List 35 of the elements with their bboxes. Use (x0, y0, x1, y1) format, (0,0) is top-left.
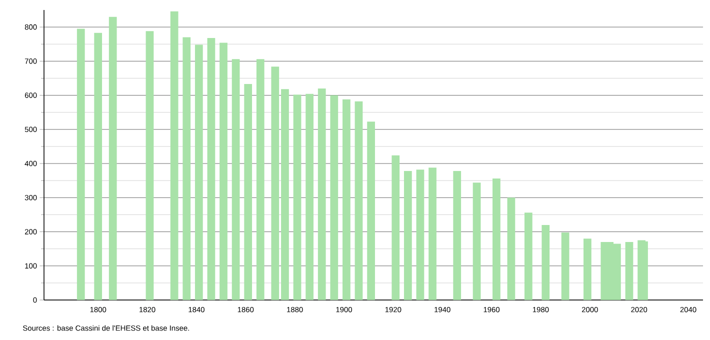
bar (561, 232, 570, 300)
bar (146, 31, 154, 300)
bar (76, 28, 85, 300)
bar (354, 101, 363, 300)
bar (330, 95, 338, 300)
bar (472, 182, 481, 300)
bar (194, 44, 203, 300)
bar (507, 198, 516, 300)
bar (392, 155, 400, 300)
bar (207, 38, 216, 300)
bar (404, 171, 412, 300)
bar (318, 88, 326, 300)
bar (281, 89, 289, 300)
bar (220, 42, 228, 300)
bar (625, 242, 634, 300)
bar (492, 178, 500, 300)
bar (453, 171, 462, 300)
bar (293, 94, 302, 300)
bar (94, 32, 102, 300)
bar (170, 11, 178, 300)
bar (108, 16, 117, 300)
bar (638, 240, 646, 300)
bar (524, 212, 532, 300)
bar (584, 238, 592, 300)
bar (428, 168, 436, 300)
bar (342, 99, 350, 300)
bar (182, 37, 191, 300)
bar (244, 84, 252, 300)
bar (306, 94, 314, 300)
bar (256, 59, 264, 300)
bar (416, 170, 424, 300)
bar (232, 59, 240, 300)
bar (367, 122, 375, 300)
bar (542, 224, 550, 300)
bar (271, 66, 280, 300)
